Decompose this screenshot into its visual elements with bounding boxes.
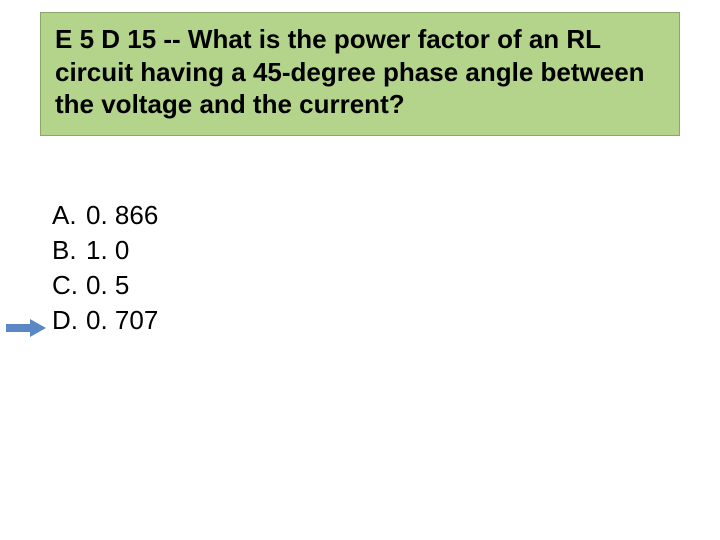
answer-letter: A. xyxy=(52,200,86,231)
question-text: E 5 D 15 -- What is the power factor of … xyxy=(55,23,665,121)
answer-value: 0. 5 xyxy=(86,270,129,301)
answer-option-a: A. 0. 866 xyxy=(52,200,158,231)
correct-answer-arrow-icon xyxy=(6,318,46,338)
answer-option-b: B. 1. 0 xyxy=(52,235,158,266)
answer-value: 0. 707 xyxy=(86,305,158,336)
question-box: E 5 D 15 -- What is the power factor of … xyxy=(40,12,680,136)
answer-letter: C. xyxy=(52,270,86,301)
answer-list: A. 0. 866 B. 1. 0 C. 0. 5 D. 0. 707 xyxy=(52,200,158,340)
answer-value: 0. 866 xyxy=(86,200,158,231)
answer-value: 1. 0 xyxy=(86,235,129,266)
answer-option-d: D. 0. 707 xyxy=(52,305,158,336)
answer-letter: B. xyxy=(52,235,86,266)
arrow-shape xyxy=(6,319,46,337)
answer-option-c: C. 0. 5 xyxy=(52,270,158,301)
answer-letter: D. xyxy=(52,305,86,336)
